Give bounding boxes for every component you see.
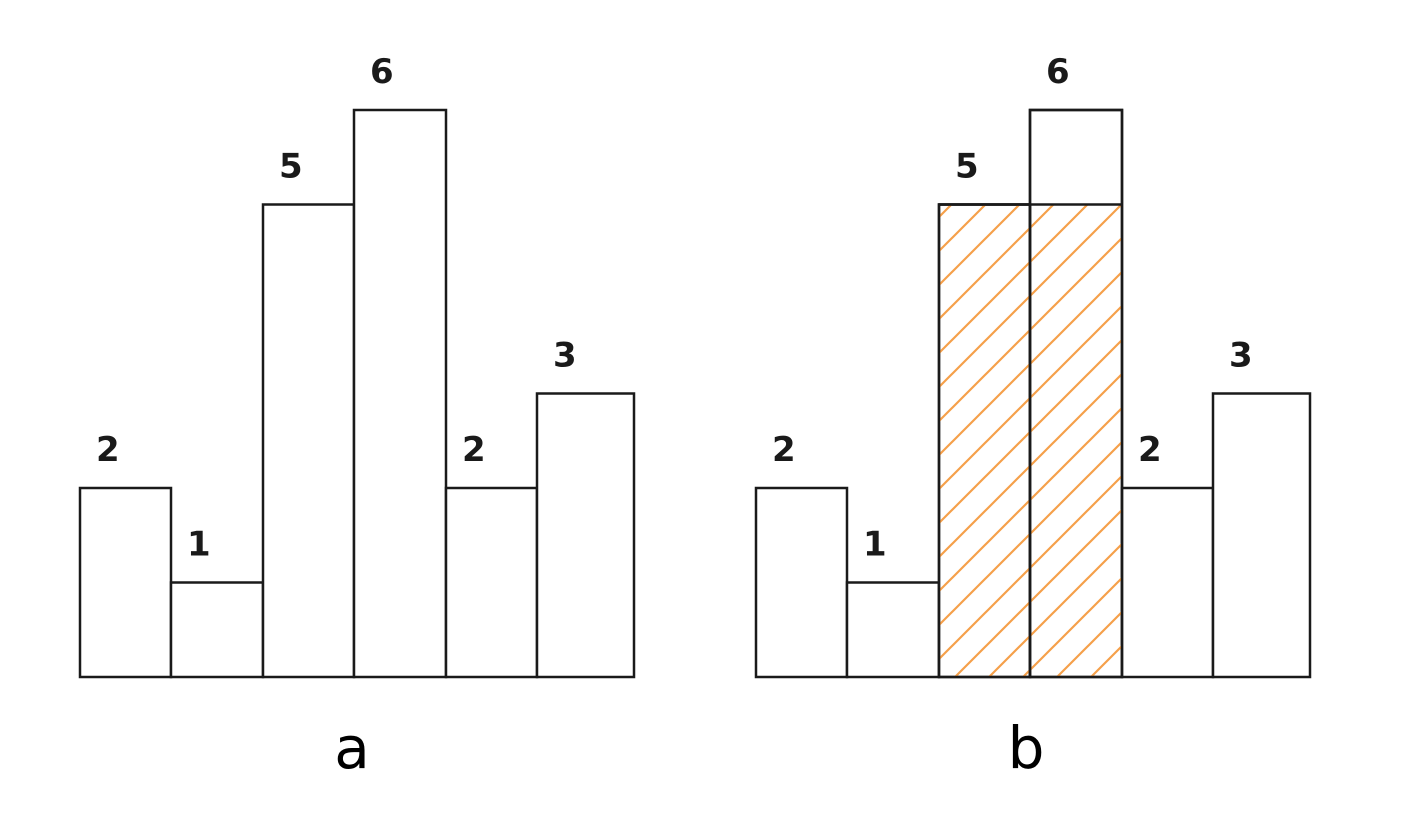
bar-4 [1120, 486, 1215, 679]
bar-value-label-2: 5 [955, 147, 979, 187]
bar-1 [169, 581, 265, 679]
bar-5 [535, 392, 636, 679]
bar-3 [352, 108, 448, 679]
bar-4 [444, 486, 539, 679]
bar-value-label-0: 2 [96, 430, 120, 470]
bar-outline-3 [1028, 108, 1124, 679]
bar-0 [754, 486, 849, 679]
panel-caption: a [334, 714, 370, 782]
bar-value-label-1: 1 [863, 525, 887, 565]
bar-value-label-4: 2 [462, 430, 486, 470]
bar-value-label-0: 2 [772, 430, 796, 470]
bar-value-label-5: 3 [1229, 336, 1253, 376]
histogram-panel-b: 2 1 5 6 2 3 b [754, 52, 1312, 782]
bar-2 [261, 203, 356, 679]
bar-0 [78, 486, 173, 679]
panel-caption: b [1008, 714, 1045, 782]
bar-value-label-4: 2 [1138, 430, 1162, 470]
bar-value-label-2: 5 [279, 147, 303, 187]
bar-value-label-1: 1 [187, 525, 211, 565]
bar-value-label-5: 3 [553, 336, 577, 376]
bar-5 [1211, 392, 1312, 679]
bar-value-label-3: 6 [370, 52, 394, 92]
bar-value-label-3: 6 [1046, 52, 1070, 92]
histogram-panel-a: 2 1 5 6 2 3 a [78, 52, 636, 782]
bar-1 [845, 581, 941, 679]
